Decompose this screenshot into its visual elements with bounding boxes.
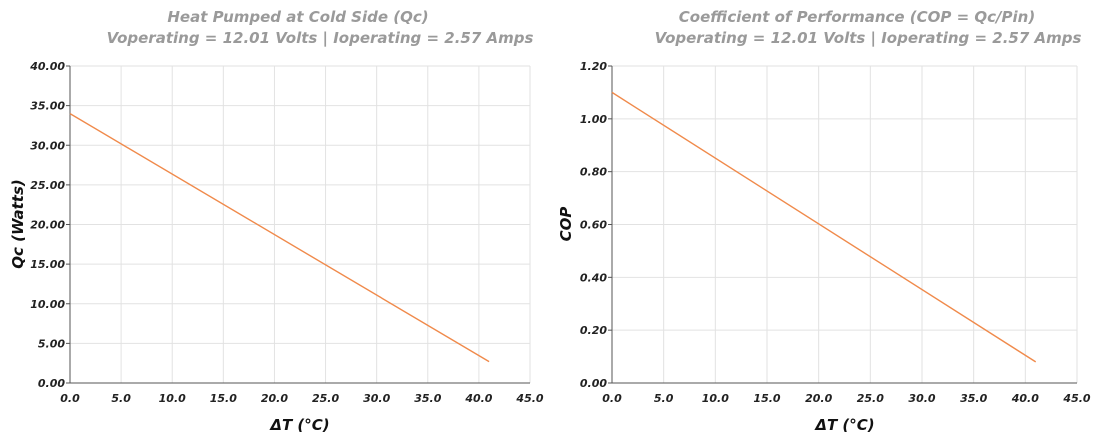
chart-qc-xtick-label: 10.0 <box>159 392 186 405</box>
chart-qc-ylabel: Qc (Watts) <box>9 179 27 269</box>
chart-qc-xtick-label: 15.0 <box>210 392 237 405</box>
chart-cop-ytick-label: 1.20 <box>580 60 607 73</box>
chart-cop-xtick-label: 0.0 <box>602 392 622 405</box>
chart-cop-xtick-label: 5.0 <box>654 392 674 405</box>
chart-qc-xtick-label: 0.0 <box>60 392 80 405</box>
chart-qc-ytick-label: 15.00 <box>30 258 65 271</box>
chart-cop-ytick-label: 0.60 <box>580 219 607 232</box>
chart-qc-subtitle: Voperating = 12.01 Volts | Ioperating = … <box>107 29 534 48</box>
chart-cop-ytick-label: 0.20 <box>580 324 607 337</box>
chart-qc-xtick-label: 40.0 <box>464 392 492 405</box>
chart-cop-series-line <box>611 91 1037 363</box>
chart-cop-ylabel: COP <box>557 207 575 242</box>
chart-cop-ytick-label: 0.40 <box>580 271 607 284</box>
chart-cop-xtick-label: 25.0 <box>857 392 884 405</box>
chart-cop-subtitle: Voperating = 12.01 Volts | Ioperating = … <box>655 29 1082 48</box>
chart-qc-xtick-label: 30.0 <box>363 392 390 405</box>
chart-qc-title: Heat Pumped at Cold Side (Qc) <box>167 8 428 26</box>
chart-cop: Coefficient of Performance (COP = Qc/Pin… <box>557 8 1091 434</box>
chart-cop-xtick-label: 15.0 <box>753 392 780 405</box>
chart-cop-xtick-label: 35.0 <box>960 392 987 405</box>
chart-cop-xtick-label: 10.0 <box>702 392 729 405</box>
chart-qc-plot: 0.0 5.0 10.0 15.0 20.0 25.0 30.0 35.0 40.0 45.0 0.… <box>29 60 544 405</box>
chart-cop-ytick-label: 0.00 <box>580 377 607 390</box>
chart-qc-xtick-label: 25.0 <box>312 392 339 405</box>
chart-cop-plot: 0.0 5.0 10.0 15.0 20.0 25.0 30.0 35.0 40.0 45.0 0.… <box>580 60 1091 405</box>
chart-qc-xtick-label: 45.0 <box>515 392 543 405</box>
chart-cop-xlabel: ΔT (°C) <box>814 416 874 434</box>
chart-qc-ytick-label: 10.00 <box>30 298 65 311</box>
chart-qc-xtick-label: 5.0 <box>111 392 131 405</box>
chart-qc-series-line <box>69 112 490 363</box>
chart-cop-title: Coefficient of Performance (COP = Qc/Pin… <box>679 8 1035 26</box>
chart-qc-xtick-label: 20.0 <box>261 392 288 405</box>
chart-qc-ytick-label: 30.00 <box>30 139 65 152</box>
chart-qc-xlabel: ΔT (°C) <box>269 416 329 434</box>
chart-qc-ytick-label: 40.00 <box>29 60 65 73</box>
chart-qc-ytick-label: 0.00 <box>38 377 65 390</box>
chart-cop-xtick-label: 20.0 <box>805 392 832 405</box>
chart-qc-ytick-label: 5.00 <box>38 337 65 350</box>
chart-cop-xtick-label: 45.0 <box>1062 392 1090 405</box>
chart-qc-ytick-label: 25.00 <box>30 179 65 192</box>
chart-cop-xtick-label: 40.0 <box>1011 392 1039 405</box>
chart-cop-ytick-label: 0.80 <box>580 166 607 179</box>
chart-qc-ytick-label: 35.00 <box>30 100 65 113</box>
chart-cop-xtick-label: 30.0 <box>908 392 935 405</box>
chart-qc-xtick-label: 35.0 <box>414 392 441 405</box>
chart-qc: Heat Pumped at Cold Side (Qc) Voperating… <box>9 8 544 434</box>
chart-qc-ytick-label: 20.00 <box>30 219 65 232</box>
chart-cop-ytick-label: 1.00 <box>580 113 607 126</box>
